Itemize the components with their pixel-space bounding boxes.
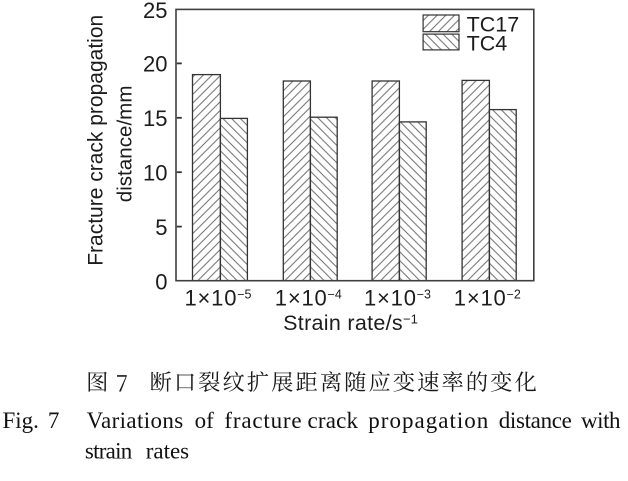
svg-text:propagation: propagation — [368, 408, 489, 433]
svg-text:with: with — [581, 408, 621, 433]
svg-text:TC4: TC4 — [467, 32, 508, 56]
svg-text:15: 15 — [143, 106, 167, 131]
svg-text:7: 7 — [48, 408, 60, 433]
svg-text:Fig.: Fig. — [3, 408, 39, 433]
svg-text:0: 0 — [155, 270, 167, 295]
svg-text:distance/mm: distance/mm — [114, 86, 137, 203]
svg-text:distance: distance — [499, 408, 572, 433]
svg-text:5: 5 — [155, 215, 167, 240]
svg-text:Fracture crack propagation: Fracture crack propagation — [85, 15, 108, 266]
svg-text:rates: rates — [146, 439, 189, 464]
svg-text:TC17: TC17 — [467, 13, 520, 37]
svg-text:10: 10 — [143, 161, 167, 186]
svg-text:crack: crack — [308, 408, 359, 433]
svg-text:strain: strain — [85, 439, 133, 464]
svg-text:25: 25 — [143, 0, 167, 23]
svg-text:Variations: Variations — [87, 408, 184, 433]
svg-text:20: 20 — [143, 52, 167, 77]
svg-text:fracture: fracture — [224, 408, 301, 433]
svg-text:of: of — [195, 408, 215, 433]
svg-text:Strain rate/s−1: Strain rate/s−1 — [283, 311, 418, 335]
